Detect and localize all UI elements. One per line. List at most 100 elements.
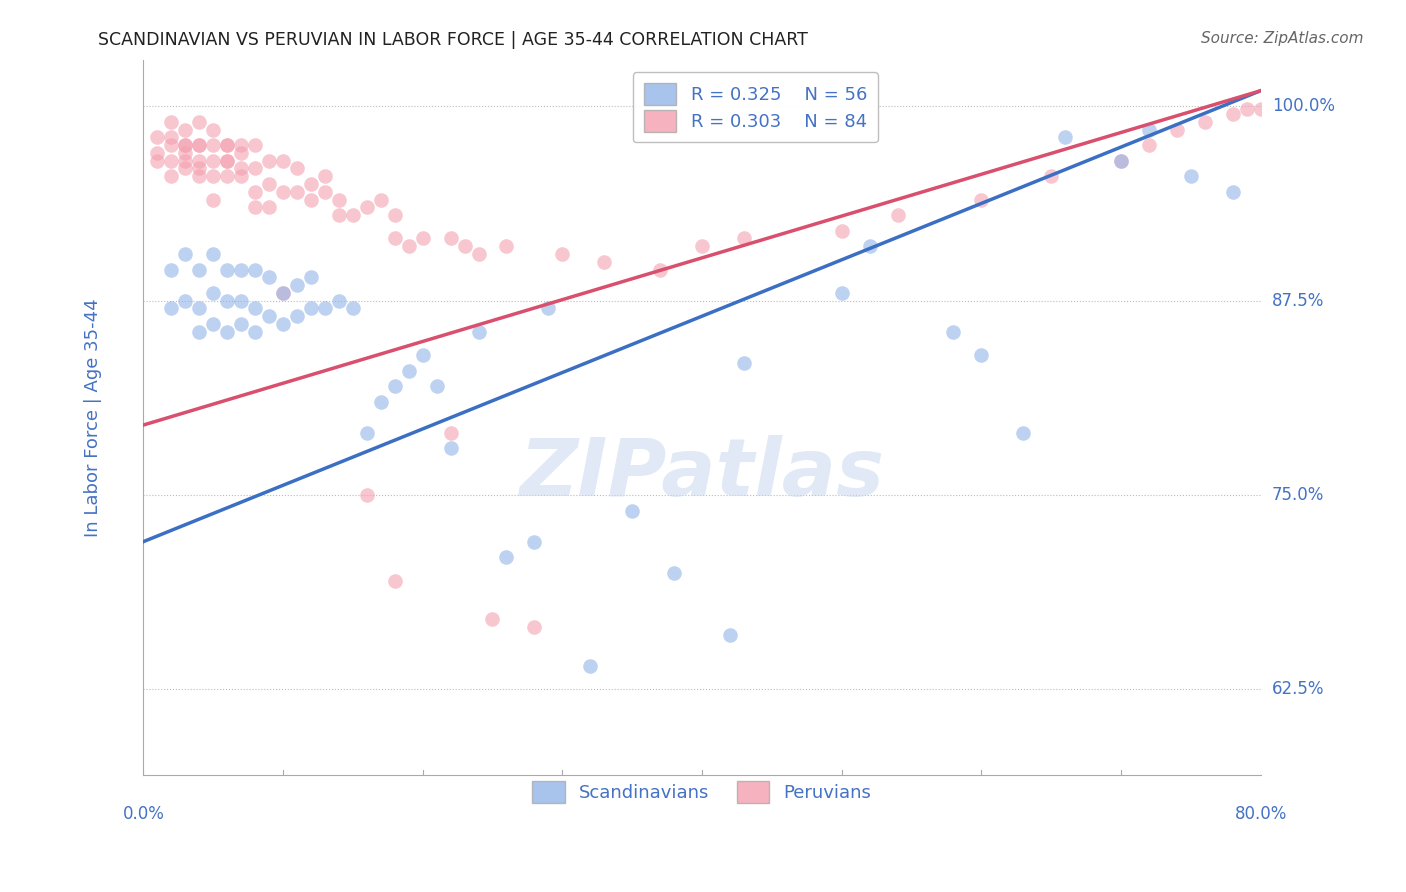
- Point: [188, 153, 211, 168]
- Point: [314, 185, 336, 199]
- Point: [160, 130, 183, 145]
- Text: 75.0%: 75.0%: [1272, 486, 1324, 504]
- Point: [1012, 425, 1035, 440]
- Point: [328, 193, 350, 207]
- Point: [439, 425, 461, 440]
- Point: [217, 153, 239, 168]
- Point: [1166, 122, 1188, 136]
- Point: [174, 293, 197, 308]
- Point: [202, 285, 225, 300]
- Point: [299, 177, 322, 191]
- Point: [243, 262, 266, 277]
- Point: [285, 278, 308, 293]
- Point: [690, 239, 713, 253]
- Text: 80.0%: 80.0%: [1234, 805, 1286, 823]
- Point: [160, 115, 183, 129]
- Point: [370, 394, 392, 409]
- Point: [299, 301, 322, 316]
- Text: SCANDINAVIAN VS PERUVIAN IN LABOR FORCE | AGE 35-44 CORRELATION CHART: SCANDINAVIAN VS PERUVIAN IN LABOR FORCE …: [98, 31, 808, 49]
- Point: [188, 138, 211, 153]
- Point: [202, 193, 225, 207]
- Point: [1109, 153, 1132, 168]
- Point: [257, 309, 280, 323]
- Point: [1222, 185, 1244, 199]
- Point: [398, 363, 420, 377]
- Point: [1180, 169, 1202, 184]
- Point: [1040, 169, 1063, 184]
- Point: [202, 153, 225, 168]
- Point: [1250, 103, 1272, 117]
- Point: [188, 325, 211, 339]
- Point: [439, 442, 461, 456]
- Point: [1109, 153, 1132, 168]
- Point: [243, 301, 266, 316]
- Point: [271, 285, 294, 300]
- Point: [174, 247, 197, 261]
- Point: [271, 185, 294, 199]
- Point: [970, 193, 993, 207]
- Text: 100.0%: 100.0%: [1272, 97, 1334, 115]
- Point: [1194, 115, 1216, 129]
- Point: [229, 262, 252, 277]
- Point: [648, 262, 671, 277]
- Point: [146, 130, 169, 145]
- Point: [160, 301, 183, 316]
- Point: [718, 628, 741, 642]
- Point: [202, 317, 225, 331]
- Point: [174, 145, 197, 160]
- Point: [217, 138, 239, 153]
- Point: [217, 153, 239, 168]
- Point: [551, 247, 574, 261]
- Point: [314, 301, 336, 316]
- Point: [299, 270, 322, 285]
- Point: [229, 293, 252, 308]
- Point: [1236, 103, 1258, 117]
- Point: [188, 138, 211, 153]
- Point: [188, 115, 211, 129]
- Point: [229, 317, 252, 331]
- Point: [328, 293, 350, 308]
- Point: [202, 122, 225, 136]
- Point: [593, 254, 616, 268]
- Point: [621, 503, 644, 517]
- Point: [229, 161, 252, 176]
- Point: [1054, 130, 1077, 145]
- Point: [733, 231, 755, 245]
- Point: [342, 301, 364, 316]
- Point: [285, 185, 308, 199]
- Point: [412, 348, 434, 362]
- Point: [271, 285, 294, 300]
- Point: [733, 356, 755, 370]
- Point: [579, 659, 602, 673]
- Point: [174, 122, 197, 136]
- Point: [426, 379, 449, 393]
- Point: [243, 325, 266, 339]
- Point: [537, 301, 560, 316]
- Point: [831, 224, 853, 238]
- Point: [285, 161, 308, 176]
- Point: [243, 200, 266, 214]
- Point: [662, 566, 685, 580]
- Point: [356, 488, 378, 502]
- Point: [342, 208, 364, 222]
- Point: [160, 169, 183, 184]
- Point: [257, 200, 280, 214]
- Point: [1137, 138, 1160, 153]
- Text: Source: ZipAtlas.com: Source: ZipAtlas.com: [1201, 31, 1364, 46]
- Text: 87.5%: 87.5%: [1272, 292, 1324, 310]
- Point: [328, 208, 350, 222]
- Point: [243, 185, 266, 199]
- Point: [202, 169, 225, 184]
- Point: [384, 231, 406, 245]
- Point: [356, 425, 378, 440]
- Point: [243, 161, 266, 176]
- Point: [370, 193, 392, 207]
- Legend: Scandinavians, Peruvians: Scandinavians, Peruvians: [523, 772, 880, 813]
- Point: [202, 138, 225, 153]
- Point: [398, 239, 420, 253]
- Point: [229, 138, 252, 153]
- Point: [271, 317, 294, 331]
- Point: [160, 138, 183, 153]
- Point: [271, 153, 294, 168]
- Point: [229, 145, 252, 160]
